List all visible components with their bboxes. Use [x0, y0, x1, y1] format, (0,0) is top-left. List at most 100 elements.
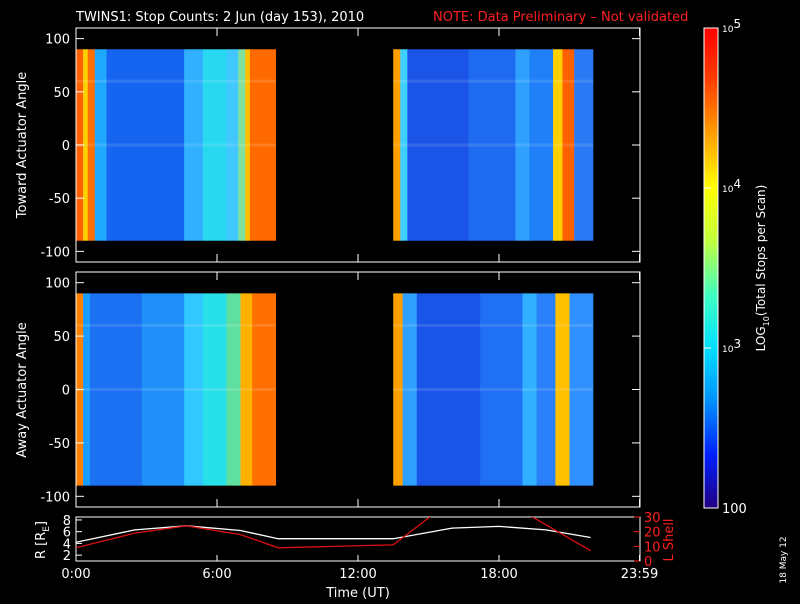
toward-panel: 100 50 0 -50 -100 Toward Actuator Angle: [15, 27, 641, 263]
toward-ytick-label: 50: [53, 86, 70, 101]
toward-pass-1-band: [202, 49, 227, 241]
r-tick-label: 6: [63, 526, 71, 541]
away-pass-2-band: [522, 293, 537, 486]
away-ylabel: Away Actuator Angle: [15, 322, 30, 457]
r-tick-label: 4: [63, 537, 71, 552]
toward-pass-2-band: [515, 49, 530, 241]
away-ytick-label: -100: [40, 490, 70, 505]
away-pass-1-band: [252, 293, 277, 486]
toward-pass-2-band: [529, 49, 554, 241]
toward-ytick-label: -50: [49, 192, 70, 207]
away-ytick-label: -50: [49, 437, 70, 452]
toward-pass-1-band: [83, 49, 89, 241]
time-tick-label: 12:00: [339, 567, 376, 582]
toward-pass-1-band: [238, 49, 246, 241]
toward-pass-2-stripe: [393, 143, 593, 147]
colorbar-tick-label: 105: [722, 17, 741, 35]
side-date: 18 May 12: [779, 536, 789, 583]
away-pass-2-band: [416, 293, 481, 486]
toward-pass-2-band: [574, 49, 594, 241]
toward-pass-2-band: [562, 49, 575, 241]
toward-pass-1-band: [87, 49, 96, 241]
away-pass-1-band: [184, 293, 204, 486]
away-heatmap: [76, 293, 594, 486]
away-pass-1-band: [90, 293, 143, 486]
toward-ytick-label: 0: [62, 139, 70, 154]
away-pass-2-band: [536, 293, 556, 486]
toward-y-axis: 100 50 0 -50 -100: [40, 28, 641, 262]
toward-pass-2-band: [400, 49, 408, 241]
away-pass-2-band: [480, 293, 523, 486]
away-pass-1-band: [83, 293, 91, 486]
toward-pass-1-band: [106, 49, 185, 241]
toward-ylabel: Toward Actuator Angle: [15, 72, 30, 219]
chart-title: TWINS1: Stop Counts: 2 Jun (day 153), 20…: [75, 10, 364, 25]
colorbar-gradient: [703, 27, 719, 509]
toward-pass-1-band: [184, 49, 204, 241]
time-tick-label: 0:00: [61, 567, 90, 582]
time-tick-label: 6:00: [202, 567, 231, 582]
colorbar-label-rest: (Total Stops per Scan): [754, 185, 768, 316]
toward-pass-2-band: [393, 49, 401, 241]
r-line: [76, 525, 591, 543]
toward-pass-1-stripe: [76, 79, 276, 83]
r-axis-label-main: R [R: [34, 532, 49, 559]
r-axis-label: R [RE]: [34, 521, 52, 559]
toward-pass-1-band: [249, 49, 277, 241]
toward-pass-1-band: [94, 49, 107, 241]
away-ytick-label: 50: [53, 330, 70, 345]
lshell-tick-label: 10: [644, 540, 661, 555]
away-panel: 100 50 0 -50 -100 Away Actuator Angle: [15, 271, 641, 508]
toward-pass-2-band: [407, 49, 469, 241]
toward-pass-2-stripe: [393, 79, 593, 83]
away-y-axis: 100 50 0 -50 -100: [40, 272, 641, 507]
colorbar-label: LOG10(Total Stops per Scan): [754, 185, 771, 352]
preliminary-note: NOTE: Data Preliminary – Not validated: [433, 10, 688, 25]
r-tick-label: 8: [63, 514, 71, 529]
toward-pass-1-band: [245, 49, 251, 241]
away-pass-1-band: [141, 293, 185, 486]
away-pass-2-stripe: [393, 388, 593, 391]
away-pass-1-band: [226, 293, 241, 486]
colorbar-tick-label: 104: [722, 177, 741, 195]
toward-pass-2-band: [468, 49, 516, 241]
time-tick-label: 23:59: [621, 567, 658, 582]
away-pass-2-band: [569, 293, 594, 486]
colorbar-label-sub: 10: [762, 316, 771, 326]
toward-ytick-label: -100: [40, 245, 70, 260]
r-tick-label: 2: [63, 549, 71, 564]
lshell-tick-label: 30: [644, 511, 661, 526]
away-pass-2-stripe: [393, 323, 593, 327]
colorbar: 105 104 103 100 LOG10(Total Stops per Scan): [703, 17, 771, 517]
colorbar-label-main: LOG: [754, 326, 768, 351]
away-pass-2-band: [402, 293, 418, 486]
toward-pass-1-band: [226, 49, 239, 241]
lshell-axis-label: L Shell: [662, 518, 677, 561]
r-axis-label-sub: E: [42, 526, 52, 532]
away-pass-1-band: [202, 293, 227, 486]
lshell-line: [531, 517, 591, 552]
toward-pass-1-stripe: [76, 143, 276, 147]
away-pass-1-band: [240, 293, 253, 486]
toward-ytick-label: 100: [45, 33, 70, 48]
colorbar-tick-label: 103: [722, 337, 741, 355]
away-ytick-label: 100: [45, 277, 70, 292]
toward-heatmap: [76, 49, 594, 241]
time-tick-label: 18:00: [480, 567, 517, 582]
toward-pass-2-band: [553, 49, 563, 241]
colorbar-tick-label: 100: [722, 502, 747, 517]
away-ytick-label: 0: [62, 384, 70, 399]
lshell-line: [76, 517, 431, 549]
lshell-tick-label: 20: [644, 526, 661, 541]
away-pass-1-stripe: [76, 323, 276, 327]
lshell-tick-label: 0: [644, 555, 652, 570]
colorbar-ticks: 105 104 103 100: [704, 17, 747, 517]
away-pass-2-band: [393, 293, 403, 486]
away-pass-1-stripe: [76, 388, 276, 391]
x-axis-label: Time (UT): [325, 586, 390, 600]
orbit-series: [76, 517, 591, 552]
